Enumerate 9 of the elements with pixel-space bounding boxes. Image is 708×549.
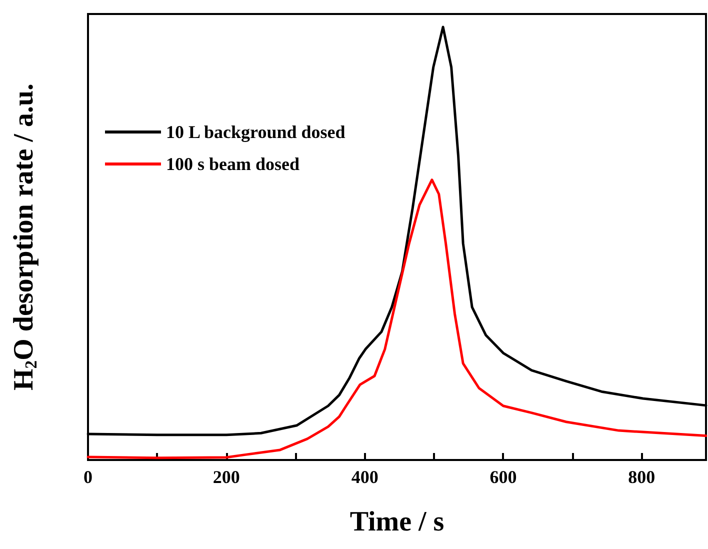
x-tick-label: 200 — [212, 467, 240, 487]
legend-label: 10 L background dosed — [166, 122, 346, 142]
x-tick-label: 0 — [84, 467, 92, 487]
x-tick-label: 800 — [628, 467, 656, 487]
x-tick-label: 600 — [490, 467, 517, 487]
y-axis-title: H2O desorption rate / a.u. — [8, 83, 40, 391]
x-axis-title: Time / s — [350, 506, 444, 538]
legend-label: 100 s beam dosed — [166, 154, 300, 174]
x-tick-label: 400 — [351, 467, 378, 487]
